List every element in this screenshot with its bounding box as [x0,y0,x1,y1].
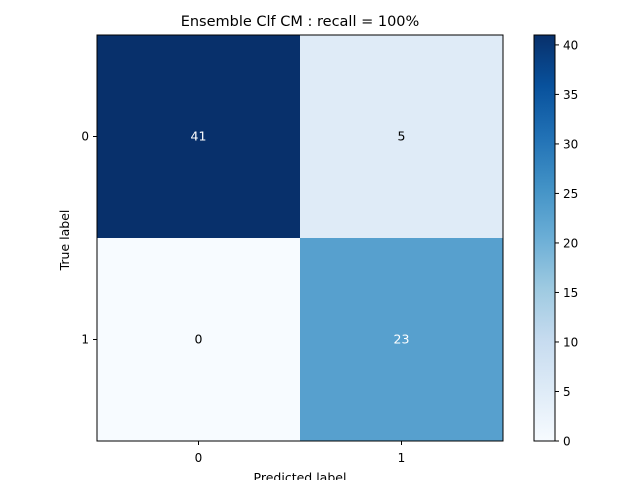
colorbar-tick-label-1: 5 [563,385,571,399]
colorbar-tick-label-8: 40 [563,38,578,52]
heatmap-frame [96,34,504,442]
colorbar-tick-label-2: 10 [563,335,578,349]
heatmap-cell-1-1 [300,238,503,441]
x-axis-label: Predicted label [254,470,347,480]
colorbar-tick-label-5: 25 [563,187,578,201]
colorbar-tick-label-3: 15 [563,286,578,300]
colorbar: 0 5 10 15 20 25 30 35 40 [533,34,578,449]
colorbar-gradient [533,34,556,442]
heatmap-cell-0-1 [300,35,503,238]
colorbar-tick-label-6: 30 [563,137,578,151]
cell-value-label-1-1: 23 [394,332,410,347]
heatmap-cell-0-0 [97,35,300,238]
heatmap: 41 5 0 23 0 1 0 1 [81,34,504,465]
chart-title: Ensemble Clf CM : recall = 100% [181,14,420,30]
colorbar-tick-label-7: 35 [563,88,578,102]
x-tick-label-1: 1 [398,451,406,465]
cell-value-label-0-1: 5 [398,129,406,144]
cell-value-label-1-0: 0 [195,332,203,347]
y-axis-label: True label [57,210,72,272]
x-tick-label-0: 0 [195,451,203,465]
y-tick-label-1: 1 [81,333,89,347]
colorbar-tick-label-4: 20 [563,236,578,250]
y-tick-label-0: 0 [81,130,89,144]
colorbar-tick-label-0: 0 [563,435,571,449]
heatmap-cell-1-0 [97,238,300,441]
cell-value-label-0-0: 41 [191,129,207,144]
